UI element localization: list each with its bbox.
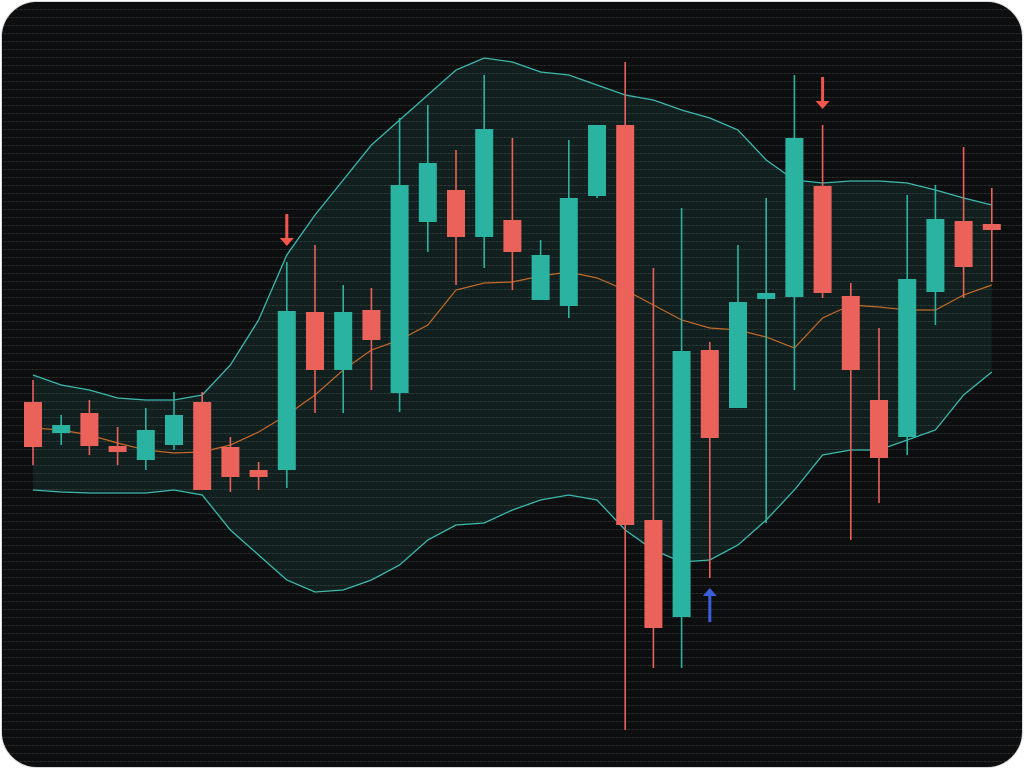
candle-body [475, 129, 494, 237]
signal-arrow-part [702, 588, 717, 596]
candle-body [108, 446, 127, 452]
candle-body [870, 400, 888, 458]
candle-body [249, 470, 268, 477]
candle-body [362, 310, 381, 340]
candle-body [334, 312, 353, 370]
candle-body [24, 402, 42, 447]
candle-body [447, 190, 465, 237]
candle-body [80, 413, 99, 446]
candle-body [672, 351, 691, 617]
candle-body [954, 221, 973, 267]
candle-body [193, 402, 212, 490]
candle-body [926, 219, 945, 292]
candle-body [136, 430, 155, 460]
candle-body [52, 425, 71, 433]
candle-body [559, 198, 578, 306]
candle-body [390, 185, 409, 393]
candle-body [531, 255, 550, 300]
candle-body [898, 279, 917, 437]
signal-arrow [702, 588, 717, 622]
signal-arrow [279, 214, 294, 246]
candle-body [616, 125, 635, 525]
signal-arrow-part [279, 238, 294, 246]
candle-body [306, 312, 324, 370]
candle-body [588, 125, 606, 196]
band-fill [33, 58, 992, 592]
candle-body [813, 186, 832, 293]
candle-body [277, 311, 296, 470]
signal-arrow [815, 77, 830, 109]
candle-body [841, 296, 860, 370]
candle-body [644, 520, 663, 628]
candle-body [785, 138, 804, 297]
candle-body [165, 415, 183, 445]
candle-body [503, 220, 522, 252]
candle-body [418, 163, 437, 222]
candle-body [757, 293, 776, 299]
upper-band [32, 57, 992, 401]
candle-body [221, 447, 240, 477]
candle-body [729, 302, 747, 408]
lower-band [32, 371, 993, 593]
candle-body [700, 350, 719, 438]
candle-body [982, 224, 1001, 230]
signal-arrow-part [815, 101, 830, 109]
